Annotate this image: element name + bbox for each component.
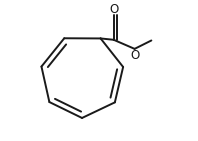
Text: O: O (130, 49, 140, 62)
Text: O: O (109, 3, 118, 16)
